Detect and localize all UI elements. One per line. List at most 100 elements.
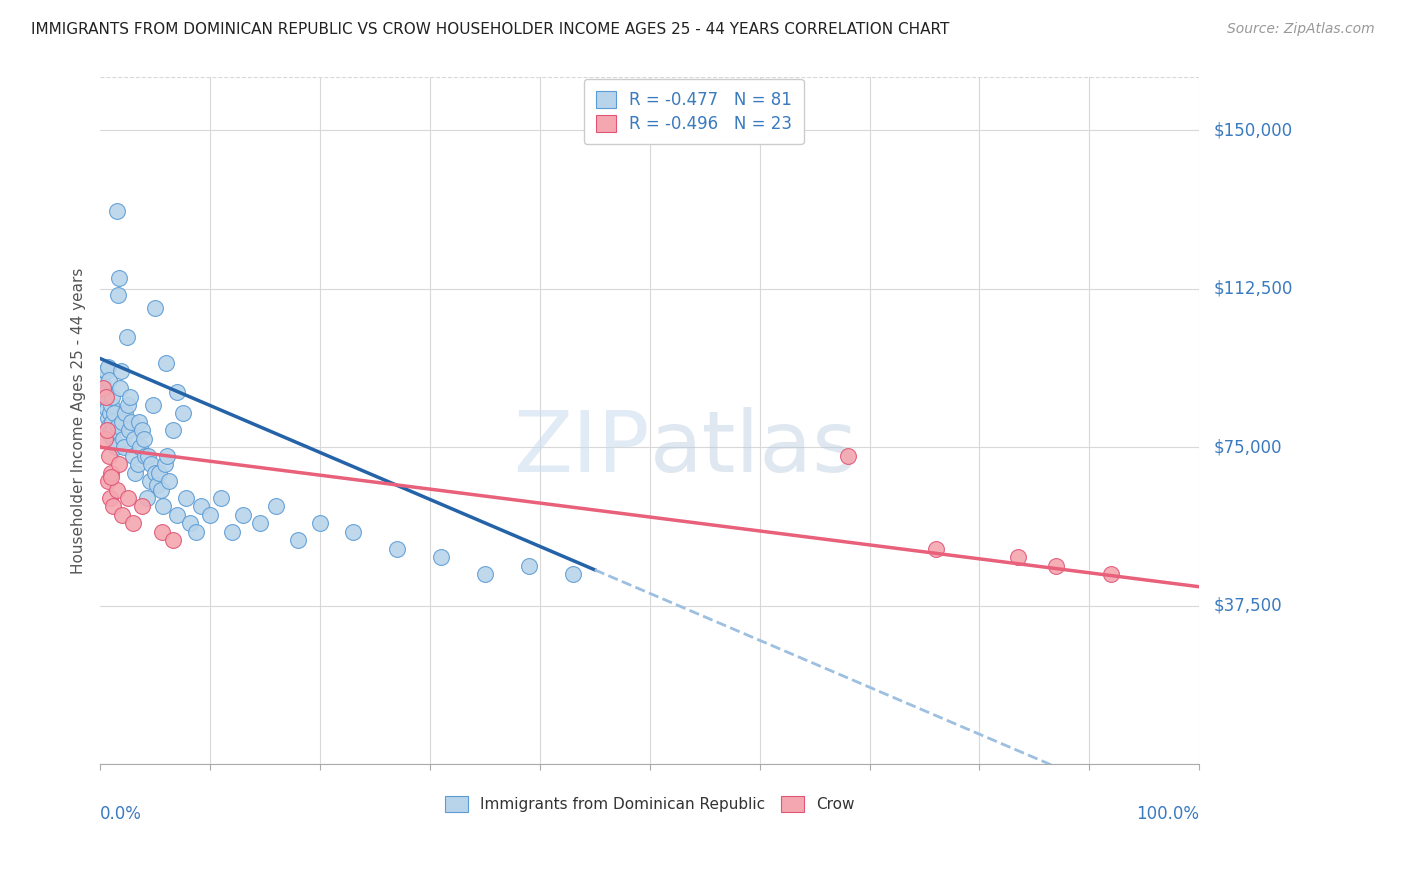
Point [143,466,166,480]
Point [93,390,115,404]
Point [132,432,155,446]
Point [112,432,135,446]
Point [94,385,117,400]
Point [107,288,129,302]
Text: IMMIGRANTS FROM DOMINICAN REPUBLIC VS CROW HOUSEHOLDER INCOME AGES 25 - 44 YEARS: IMMIGRANTS FROM DOMINICAN REPUBLIC VS CR… [31,22,949,37]
Point [93,376,115,391]
Point [97,449,120,463]
Point [103,407,125,421]
Point [114,407,136,421]
Point [93,381,115,395]
Point [97,373,120,387]
Point [122,516,145,531]
Text: Source: ZipAtlas.com: Source: ZipAtlas.com [1227,22,1375,37]
Point [118,390,141,404]
Point [98,407,121,421]
Point [232,508,254,522]
Point [103,423,125,437]
Point [166,508,188,522]
Point [97,359,120,374]
Point [190,500,212,514]
Point [97,419,120,434]
Point [131,500,153,514]
Point [143,301,166,315]
Point [93,432,115,446]
Point [100,466,122,480]
Text: atlas: atlas [650,407,858,490]
Point [157,474,180,488]
Point [561,567,583,582]
Point [94,390,117,404]
Point [174,491,197,505]
Point [138,449,160,463]
Text: $37,500: $37,500 [1213,597,1282,615]
Point [1099,567,1122,582]
Point [474,567,496,582]
Point [120,415,142,429]
Point [142,398,165,412]
Point [117,398,139,412]
Point [153,457,176,471]
Point [107,419,129,434]
Point [172,407,194,421]
Point [148,466,170,480]
Point [138,474,160,488]
Point [249,516,271,531]
Point [127,457,149,471]
Point [104,440,127,454]
Point [1045,558,1067,573]
Text: $75,000: $75,000 [1213,438,1282,457]
Point [924,541,946,556]
Point [112,440,135,454]
Point [108,271,131,285]
Point [162,423,184,437]
Point [385,541,408,556]
Point [111,508,134,522]
Point [101,415,124,429]
Point [150,524,173,539]
Point [105,203,128,218]
Point [111,415,134,429]
Point [184,524,207,539]
Point [517,558,540,573]
Point [96,402,118,417]
Point [97,410,120,425]
Point [155,356,177,370]
Point [179,516,201,531]
Point [97,474,120,488]
Point [287,533,309,548]
Point [139,457,162,471]
Point [149,483,172,497]
Point [94,364,117,378]
Point [122,449,145,463]
Point [152,500,174,514]
Point [100,423,122,437]
Point [264,500,287,514]
Point [101,390,124,404]
Point [108,457,131,471]
Point [122,432,145,446]
Point [117,491,139,505]
Point [430,550,453,565]
Point [198,508,221,522]
Point [156,449,179,463]
Point [103,432,125,446]
Point [342,524,364,539]
Text: $112,500: $112,500 [1213,280,1292,298]
Text: $150,000: $150,000 [1213,121,1292,139]
Point [221,524,243,539]
Point [96,423,118,437]
Point [105,483,128,497]
Point [837,449,859,463]
Legend: Immigrants from Dominican Republic, Crow: Immigrants from Dominican Republic, Crow [439,790,860,819]
Point [1007,550,1029,565]
Point [131,423,153,437]
Point [128,415,150,429]
Point [128,440,150,454]
Point [108,381,131,395]
Point [124,466,146,480]
Point [146,478,169,492]
Text: ZIP: ZIP [513,407,650,490]
Y-axis label: Householder Income Ages 25 - 44 years: Householder Income Ages 25 - 44 years [72,268,86,574]
Point [209,491,232,505]
